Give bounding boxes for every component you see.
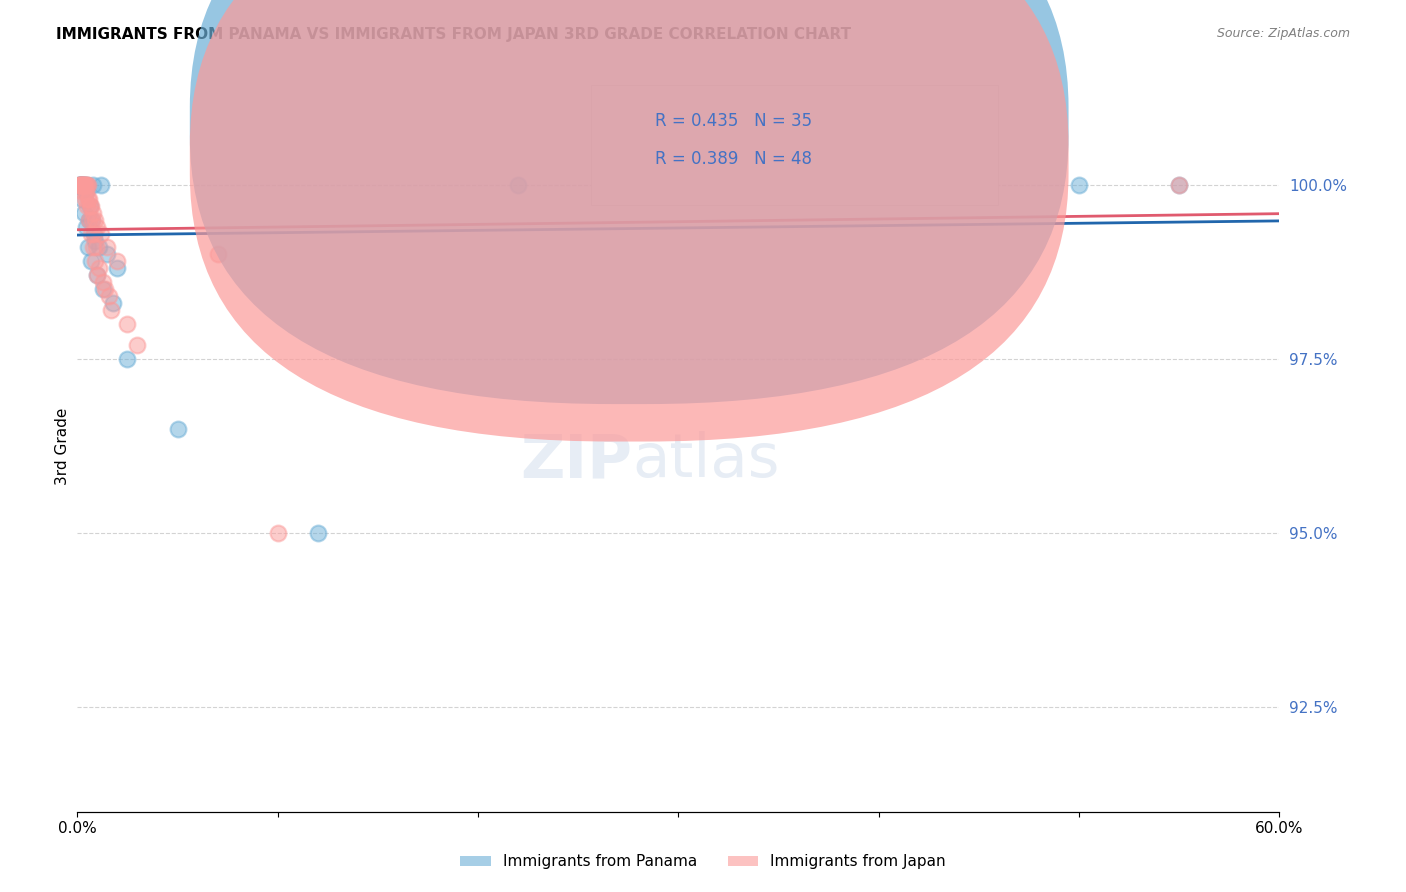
Point (77, 240, 100, 254)
Point (82, 240, 104, 254)
Point (84, 240, 107, 254)
Point (72, 192, 94, 206)
Point (77, 212, 100, 227)
Point (94, 282, 117, 296)
Text: ZIP: ZIP (520, 431, 633, 490)
Point (80, 212, 103, 227)
Point (70, 178, 93, 192)
Point (70, 178, 93, 192)
Point (69, 178, 91, 192)
Y-axis label: 3rd Grade: 3rd Grade (55, 408, 70, 484)
Point (98, 289, 121, 303)
Point (82, 178, 104, 192)
Point (1069, 178, 1091, 192)
Point (76, 178, 98, 192)
Point (72, 185, 94, 199)
Point (72, 178, 94, 192)
Point (83, 227, 105, 241)
Point (84, 212, 107, 227)
Point (90, 227, 112, 241)
Point (80, 199, 103, 213)
Point (83, 227, 105, 241)
Point (69, 178, 91, 192)
Point (117, 317, 139, 331)
Point (77, 178, 100, 192)
Point (67, 178, 90, 192)
Point (307, 526, 329, 541)
Point (86, 268, 108, 283)
Point (79, 199, 101, 213)
Text: R = 0.435   N = 35: R = 0.435 N = 35 (655, 112, 813, 130)
Text: IMMIGRANTS FROM PANAMA VS IMMIGRANTS FROM JAPAN 3RD GRADE CORRELATION CHART: IMMIGRANTS FROM PANAMA VS IMMIGRANTS FRO… (56, 27, 852, 42)
Point (75, 185, 97, 199)
Point (127, 338, 149, 352)
Point (70, 178, 93, 192)
Point (75, 219, 97, 234)
Point (70, 178, 93, 192)
Point (508, 178, 530, 192)
Text: atlas: atlas (633, 431, 780, 490)
Point (86, 219, 108, 234)
Point (69, 178, 91, 192)
Point (79, 212, 101, 227)
Point (75, 178, 97, 192)
Point (107, 254, 129, 268)
Text: Source: ZipAtlas.com: Source: ZipAtlas.com (1216, 27, 1350, 40)
Point (166, 421, 188, 435)
Point (80, 212, 103, 227)
Point (73, 178, 96, 192)
Legend: Immigrants from Panama, Immigrants from Japan: Immigrants from Panama, Immigrants from … (454, 848, 952, 875)
Point (80, 227, 103, 241)
Point (70, 178, 93, 192)
Point (93, 275, 115, 289)
Point (72, 178, 94, 192)
Point (107, 261, 129, 276)
Point (267, 526, 290, 541)
Point (668, 178, 690, 192)
Point (89, 240, 111, 254)
Point (84, 254, 107, 268)
Point (75, 185, 97, 199)
Point (79, 192, 101, 206)
Point (1168, 178, 1191, 192)
Point (117, 351, 139, 366)
Point (868, 178, 890, 192)
Point (69, 178, 91, 192)
Point (76, 192, 98, 206)
Point (84, 234, 107, 248)
Point (1168, 178, 1191, 192)
Point (76, 199, 98, 213)
Point (72, 178, 94, 192)
Point (75, 178, 97, 192)
Point (96, 240, 118, 254)
Point (100, 303, 122, 318)
Point (103, 296, 125, 310)
Point (76, 178, 98, 192)
Point (73, 192, 96, 206)
Point (73, 178, 96, 192)
Point (93, 282, 115, 296)
Point (82, 205, 104, 219)
Point (207, 247, 229, 261)
Point (86, 268, 108, 283)
Point (96, 247, 118, 261)
Point (67, 178, 90, 192)
Point (90, 178, 112, 192)
Text: R = 0.389   N = 48: R = 0.389 N = 48 (655, 150, 813, 168)
Point (79, 199, 101, 213)
Point (75, 178, 97, 192)
Point (70, 178, 93, 192)
Point (73, 205, 96, 219)
Point (89, 261, 111, 276)
Point (73, 178, 96, 192)
Point (80, 254, 103, 268)
